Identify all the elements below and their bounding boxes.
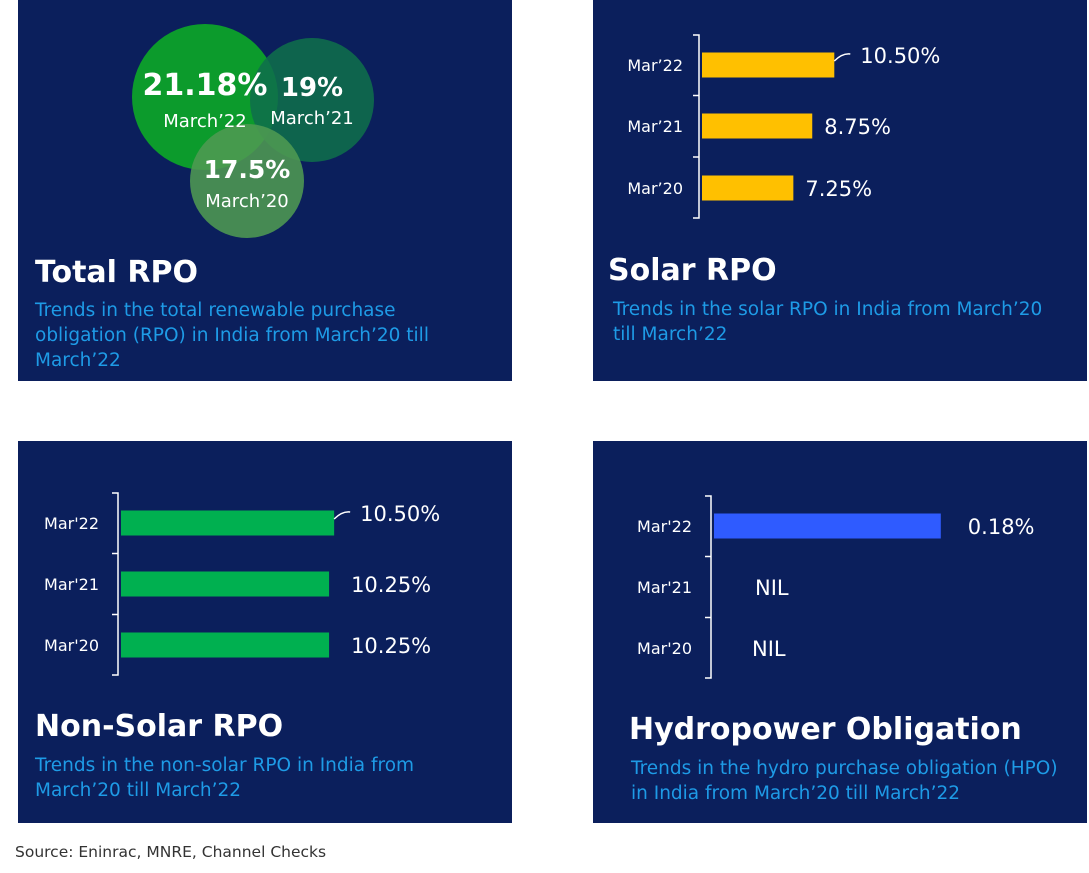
axis-line — [705, 495, 712, 679]
data-bar — [702, 52, 835, 78]
bubble-label-march22: March’22 — [163, 111, 247, 132]
total-rpo-panel: 21.18% March’22 19% March’21 17.5% March’20 T… — [18, 0, 512, 381]
data-bar — [121, 510, 335, 536]
category-label: Mar'22 — [44, 514, 99, 533]
category-label: Mar’20 — [627, 179, 683, 198]
total-rpo-bubble-chart: 21.18% March’22 19% March’21 17.5% March’20 — [132, 24, 374, 238]
leader-line — [333, 511, 351, 520]
data-bar — [121, 632, 330, 658]
solar-rpo-title: Solar RPO — [608, 253, 777, 288]
category-label: Mar’22 — [627, 56, 683, 75]
source-note: Source: Eninrac, MNRE, Channel Checks — [15, 843, 327, 861]
total-rpo-description: Trends in the total renewable purchase o… — [35, 300, 429, 371]
axis-line — [112, 492, 119, 676]
axis-line — [693, 34, 700, 219]
data-bar — [714, 513, 941, 539]
solar-rpo-panel: Mar’22 10.50% Mar’21 8.75% Mar’20 7.25% Solar… — [593, 0, 1087, 381]
category-label: Mar'22 — [637, 517, 692, 536]
bubble-label-march21: March’21 — [270, 108, 354, 129]
data-label: 10.50% — [860, 44, 940, 68]
data-bar — [121, 571, 330, 597]
data-label: 10.25% — [351, 634, 431, 658]
category-label: Mar'20 — [637, 639, 692, 658]
category-label: Mar’21 — [627, 117, 683, 136]
category-label: Mar'21 — [637, 578, 692, 597]
category-label: Mar'21 — [44, 575, 99, 594]
nonsolar-rpo-panel: Mar'22 10.50% Mar'21 10.25% Mar'20 10.25% Non… — [18, 441, 512, 823]
hydropower-bar-chart: Mar'22 0.18% Mar'21 NIL Mar'20 NIL — [637, 495, 1035, 679]
hydropower-panel: Mar'22 0.18% Mar'21 NIL Mar'20 NIL Hydropower… — [593, 441, 1087, 823]
bubble-label-march20: March’20 — [205, 191, 289, 212]
solar-rpo-description: Trends in the solar RPO in India from Ma… — [613, 299, 1043, 345]
data-label: 8.75% — [824, 115, 891, 139]
bubble-value-march22: 21.18% — [143, 68, 268, 103]
leader-line — [833, 53, 851, 62]
bubble-value-march20: 17.5% — [204, 155, 291, 184]
nonsolar-rpo-description: Trends in the non-solar RPO in India fro… — [35, 755, 415, 801]
data-label: 10.50% — [360, 502, 440, 526]
data-label: NIL — [755, 576, 789, 600]
bubble-march21 — [250, 38, 374, 162]
data-label: NIL — [752, 637, 786, 661]
solar-rpo-bar-chart: Mar’22 10.50% Mar’21 8.75% Mar’20 7.25% — [627, 34, 940, 219]
hydropower-description: Trends in the hydro purchase obligation … — [631, 758, 1058, 804]
total-rpo-title: Total RPO — [35, 255, 198, 290]
category-label: Mar'20 — [44, 636, 99, 655]
data-label: 10.25% — [351, 573, 431, 597]
data-bar — [702, 113, 813, 139]
data-label: 0.18% — [968, 515, 1035, 539]
hydropower-title: Hydropower Obligation — [629, 712, 1022, 747]
data-bar — [702, 175, 794, 201]
nonsolar-rpo-bar-chart: Mar'22 10.50% Mar'21 10.25% Mar'20 10.25% — [44, 492, 440, 676]
nonsolar-rpo-title: Non-Solar RPO — [35, 709, 284, 744]
data-label: 7.25% — [805, 177, 872, 201]
bubble-value-march21: 19% — [281, 73, 343, 103]
bubble-march20 — [190, 124, 304, 238]
